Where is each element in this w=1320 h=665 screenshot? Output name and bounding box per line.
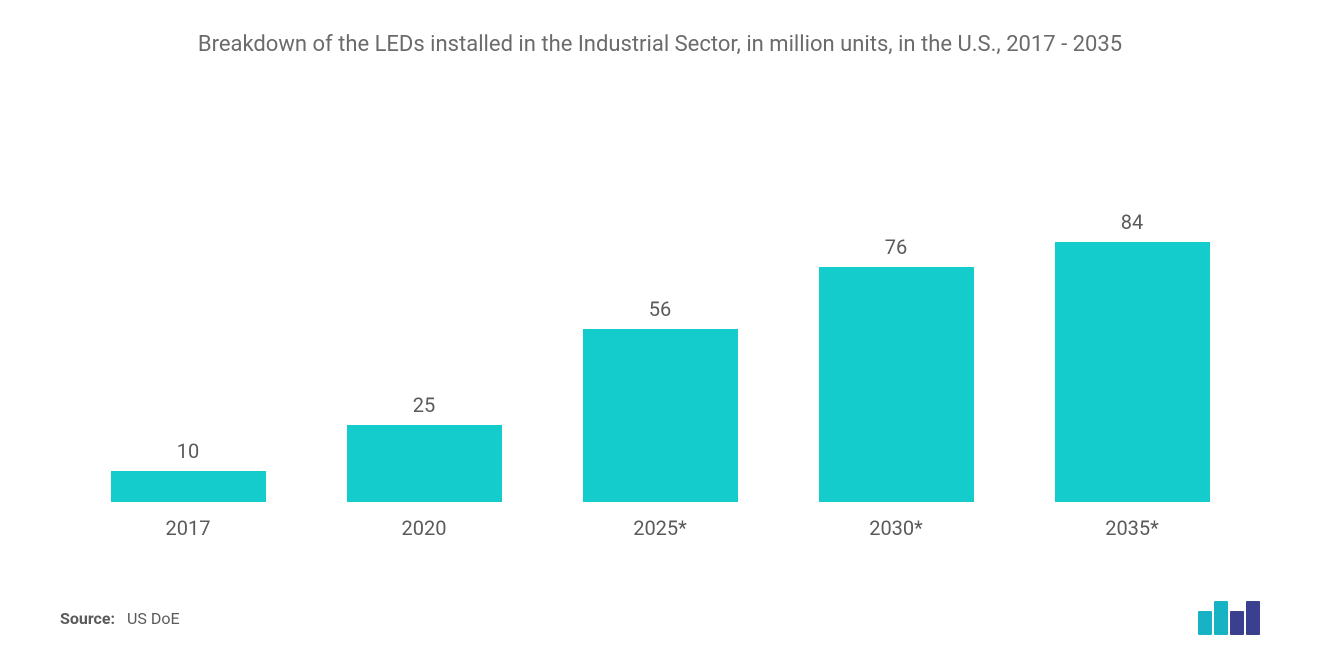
logo-bar — [1198, 611, 1212, 635]
bar-value-label: 76 — [885, 235, 907, 259]
bar-group: 76 2030* — [806, 235, 986, 540]
bar-category-label: 2030* — [869, 516, 923, 540]
source-text: Source: US DoE — [60, 609, 180, 628]
chart-title: Breakdown of the LEDs installed in the I… — [198, 30, 1122, 60]
source-value: US DoE — [127, 609, 180, 628]
logo-bar — [1230, 611, 1244, 635]
bar-category-label: 2020 — [402, 516, 447, 540]
bar-group: 84 2035* — [1042, 210, 1222, 540]
bar-group: 10 2017 — [98, 439, 278, 540]
bar — [111, 471, 266, 502]
bar — [819, 267, 974, 502]
plot-area: 10 2017 25 2020 56 2025* 76 2030* 84 2035* — [50, 80, 1270, 541]
logo-bar — [1246, 601, 1260, 635]
bar-category-label: 2035* — [1105, 516, 1159, 540]
source-label: Source: — [60, 609, 115, 628]
bar-category-label: 2017 — [166, 516, 211, 540]
logo-bar — [1214, 601, 1228, 635]
bar-value-label: 25 — [413, 393, 435, 417]
bar — [1055, 242, 1210, 502]
bar — [347, 425, 502, 502]
chart-container: Breakdown of the LEDs installed in the I… — [0, 0, 1320, 665]
bar-group: 25 2020 — [334, 393, 514, 540]
footer-row: Source: US DoE — [50, 601, 1270, 645]
bar — [583, 329, 738, 502]
bar-value-label: 10 — [177, 439, 199, 463]
bar-group: 56 2025* — [570, 297, 750, 540]
bar-category-label: 2025* — [633, 516, 687, 540]
bar-value-label: 56 — [649, 297, 671, 321]
bar-value-label: 84 — [1121, 210, 1143, 234]
brand-logo-icon — [1198, 601, 1260, 635]
